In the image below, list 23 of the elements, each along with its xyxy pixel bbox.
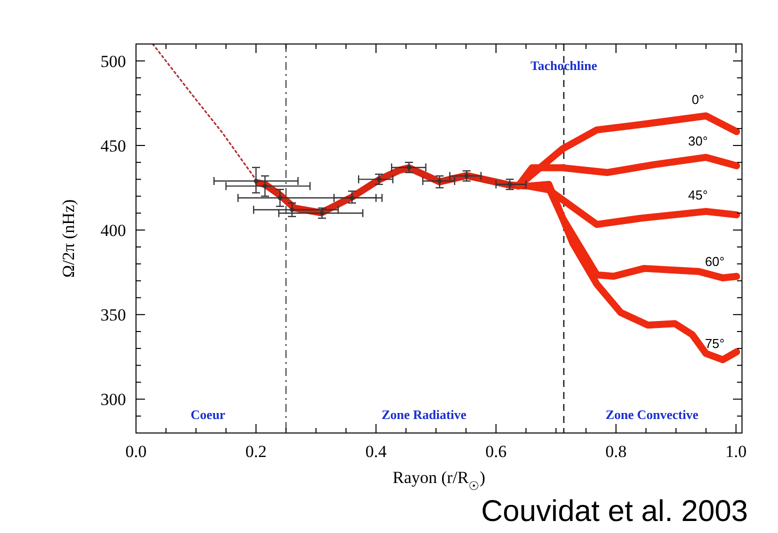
- series-label: 75°: [704, 336, 725, 351]
- annotation: Zone Radiative: [382, 407, 467, 422]
- x-tick-label: 0.4: [365, 442, 388, 461]
- x-tick-label: 0.6: [485, 442, 507, 461]
- x-axis-title: Rayon (r/R$_{☉}$): [392, 468, 486, 493]
- y-tick-label: 450: [100, 136, 126, 156]
- y-axis-title: Ω/2π (nHz): [59, 199, 78, 278]
- series-label: 45°: [688, 187, 708, 202]
- text: Couvidat et al. 2003: [481, 495, 748, 528]
- y-tick-label: 500: [100, 52, 126, 71]
- x-tick-label: 0.8: [605, 442, 627, 461]
- annotation: Coeur: [190, 407, 226, 422]
- annotation: Zone Convective: [606, 407, 699, 422]
- x-tick-label: 0.2: [245, 442, 267, 461]
- ref-line-label: Tachochline: [530, 58, 598, 73]
- series-label: 0°: [692, 92, 704, 107]
- x-tick-label: 1.0: [725, 442, 747, 461]
- series-label: 30°: [688, 133, 708, 148]
- series-label: 60°: [704, 254, 725, 269]
- y-tick-label: 300: [100, 390, 126, 410]
- y-tick-label: 350: [100, 306, 126, 325]
- y-tick-label: 400: [100, 221, 126, 240]
- x-tick-label: 0.0: [125, 442, 147, 461]
